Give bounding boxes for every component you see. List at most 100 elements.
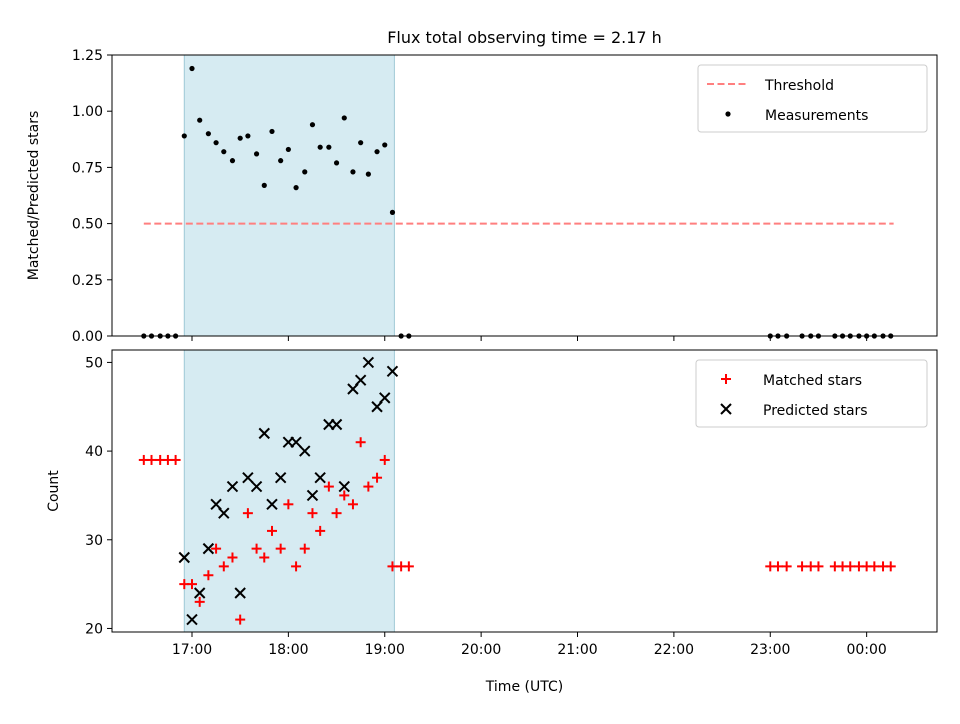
- matched-star-point: [885, 561, 896, 572]
- top-observing-span: [183, 54, 395, 337]
- matched-star-point: [307, 508, 318, 519]
- top-y-tick-label: 1.25: [72, 48, 103, 64]
- measurement-point: [365, 171, 371, 177]
- matched-star-point: [283, 499, 294, 510]
- matched-star-point: [194, 596, 205, 607]
- legend-predicted-swatch: [720, 403, 732, 415]
- predicted-star-point: [218, 507, 230, 519]
- matched-star-point: [170, 454, 181, 465]
- measurement-point: [389, 209, 396, 215]
- legend-matched-label: Matched stars: [763, 373, 862, 389]
- matched-star-point: [186, 579, 197, 590]
- predicted-star-point: [386, 365, 399, 377]
- predicted-star-point: [362, 356, 375, 369]
- measurement-point: [213, 140, 219, 146]
- top-y-tick-label: 0.50: [72, 217, 103, 233]
- top-chart-title: Flux total observing time = 2.17 h: [387, 28, 662, 47]
- bottom-axes-frame: [111, 349, 938, 633]
- measurement-point: [189, 65, 195, 72]
- matched-star-point: [772, 561, 783, 572]
- measurement-point: [197, 117, 203, 123]
- bottom-y-tick-label: 30: [85, 533, 103, 549]
- top-y-tick-label: 0.25: [72, 273, 103, 289]
- predicted-star-point: [338, 480, 350, 493]
- matched-star-point: [251, 543, 262, 554]
- predicted-star-point: [242, 471, 254, 484]
- matched-star-point: [347, 499, 358, 510]
- bottom-x-tick-label: 00:00: [846, 642, 886, 658]
- top-x-ticks: [191, 336, 868, 341]
- measurement-point: [326, 144, 332, 150]
- measurement-point: [302, 169, 308, 175]
- measurement-point: [205, 131, 211, 137]
- matched-star-point: [323, 481, 334, 492]
- top-y-tick-label: 1.00: [72, 104, 103, 120]
- matched-star-point: [211, 543, 222, 554]
- predicted-star-point: [258, 427, 270, 440]
- bottom-legend: Matched stars Predicted stars: [695, 359, 928, 428]
- measurement-point: [181, 133, 187, 139]
- bottom-x-tick-label: 23:00: [750, 642, 790, 658]
- matched-star-point: [266, 525, 277, 536]
- predicted-star-point: [379, 392, 391, 404]
- measurement-point: [229, 158, 236, 164]
- matched-star-point: [331, 508, 342, 519]
- bottom-x-tick-label: 19:00: [365, 642, 405, 658]
- legend-measurements-swatch: [725, 111, 731, 117]
- matched-star-point: [315, 525, 326, 536]
- matched-star-point: [869, 561, 880, 572]
- bottom-y-axis-label: Count: [46, 470, 62, 512]
- legend-predicted-label: Predicted stars: [763, 403, 868, 419]
- matched-star-point: [387, 561, 398, 572]
- top-axes-frame: [111, 54, 938, 337]
- matched-star-point: [299, 543, 310, 554]
- predicted-star-point: [314, 471, 326, 484]
- predicted-star-point: [226, 480, 239, 493]
- measurement-point: [358, 140, 364, 146]
- matched-star-point: [227, 552, 238, 563]
- bottom-x-ticks: 17:00 18:00 19:00 20:00 21:00 22:00 23:00 00:00: [172, 632, 887, 658]
- matched-star-point: [291, 561, 302, 572]
- bottom-y-tick-label: 40: [85, 444, 103, 460]
- top-y-axis-label: Matched/Predicted stars: [26, 111, 42, 281]
- matched-star-point: [813, 561, 824, 572]
- legend-measurements-label: Measurements: [765, 108, 868, 124]
- predicted-star-point: [202, 542, 215, 555]
- bottom-x-tick-label: 21:00: [557, 642, 597, 658]
- matched-star-point: [363, 481, 374, 492]
- top-legend: Threshold Measurements: [697, 64, 928, 133]
- top-y-ticks: 0.00 0.25 0.50 0.75 1.00 1.25: [72, 48, 112, 345]
- predicted-star-point: [330, 418, 343, 431]
- matched-star-point: [339, 490, 350, 501]
- bottom-x-tick-label: 17:00: [172, 642, 212, 658]
- matched-star-point: [781, 561, 792, 572]
- matched-star-point: [372, 472, 383, 483]
- measurement-point: [317, 144, 323, 150]
- top-y-tick-label: 0.75: [72, 160, 103, 176]
- measurement-point: [253, 151, 260, 157]
- bottom-y-tick-label: 50: [85, 355, 103, 371]
- matched-star-point: [403, 561, 414, 572]
- top-y-tick-label: 0.00: [72, 329, 103, 345]
- bottom-panel: 20 30 40 50 17:00 18:00 19:00 20:00 21:00 22:00 2…: [46, 349, 938, 695]
- legend-matched-swatch: [721, 374, 731, 384]
- predicted-star-point: [290, 436, 302, 448]
- measurement-point: [285, 146, 291, 153]
- predicted-star-point: [193, 587, 206, 599]
- predicted-star-point: [186, 613, 198, 626]
- measurement-point: [269, 128, 275, 135]
- measurement-point: [293, 185, 299, 191]
- measurement-point: [374, 149, 380, 155]
- bottom-y-ticks: 20 30 40 50: [85, 355, 112, 637]
- predicted-star-point: [178, 551, 190, 564]
- bottom-marks: [138, 356, 896, 626]
- predicted-star-point: [266, 498, 278, 511]
- matched-star-point: [235, 614, 246, 625]
- predicted-star-point: [299, 445, 311, 457]
- predicted-star-point: [306, 489, 319, 502]
- predicted-star-point: [354, 374, 367, 386]
- matched-star-point: [275, 543, 286, 554]
- measurement-point: [309, 122, 316, 128]
- predicted-star-point: [274, 471, 287, 484]
